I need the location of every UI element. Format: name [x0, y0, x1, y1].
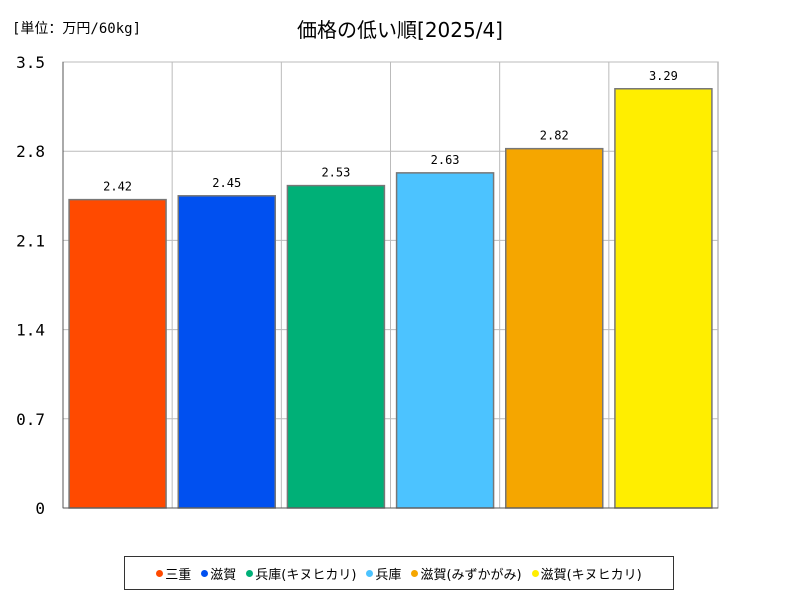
bar: [286, 184, 386, 509]
legend-item: 滋賀: [201, 564, 236, 583]
legend-item: 三重: [156, 564, 191, 583]
y-tick-label: 0: [35, 499, 45, 518]
legend-label: 三重: [165, 567, 192, 583]
legend: 三重 滋賀 兵庫(キヌヒカリ) 兵庫 滋賀(みずかがみ) 滋賀(キヌヒカリ): [124, 556, 674, 590]
data-label: 3.29: [649, 69, 678, 83]
data-label: 2.53: [321, 166, 350, 180]
legend-label: 滋賀: [210, 567, 237, 583]
y-tick-label: 2.1: [16, 231, 45, 250]
legend-marker: [531, 569, 539, 577]
legend-item: 滋賀(キヌヒカリ): [531, 564, 642, 583]
data-label: 2.45: [212, 176, 241, 190]
legend-item: 兵庫: [366, 564, 401, 583]
legend-item: 兵庫(キヌヒカリ): [246, 564, 356, 583]
gridlines: [62, 61, 719, 509]
bar: [68, 198, 167, 509]
bar: [505, 147, 604, 509]
data-label: 2.42: [103, 180, 132, 194]
chart-title: 価格の低い順[2025/4]: [297, 18, 503, 42]
bar-chart: 2.42 2.45 2.53 2.63 2.82 3.29 0 0.7 1.4 2.1 2.8 3.…: [16, 53, 719, 518]
legend-marker: [156, 569, 164, 577]
data-label: 2.63: [431, 153, 460, 167]
data-label: 2.82: [540, 129, 569, 143]
unit-label: [単位：万円/60kg]: [12, 21, 142, 37]
legend-marker: [246, 569, 254, 577]
legend-marker: [201, 569, 209, 577]
legend-marker: [411, 569, 419, 577]
y-tick-label: 2.8: [16, 142, 45, 161]
y-tick-label: 0.7: [16, 410, 45, 429]
y-tick-label: 3.5: [16, 53, 45, 72]
bar: [395, 172, 495, 509]
legend-label: 滋賀(みずかがみ): [420, 567, 522, 583]
legend-label: 兵庫(キヌヒカリ): [255, 567, 357, 583]
data-labels: 2.42 2.45 2.53 2.63 2.82 3.29: [103, 69, 678, 194]
bar: [177, 195, 276, 509]
y-axis: 0 0.7 1.4 2.1 2.8 3.5: [16, 53, 718, 518]
legend-marker: [366, 569, 374, 577]
legend-label: 兵庫: [375, 567, 402, 583]
legend-label: 滋賀(キヌヒカリ): [540, 567, 642, 583]
bars: [68, 88, 713, 509]
y-tick-label: 1.4: [16, 321, 45, 340]
bar: [614, 88, 713, 509]
legend-item: 滋賀(みずかがみ): [411, 564, 522, 583]
